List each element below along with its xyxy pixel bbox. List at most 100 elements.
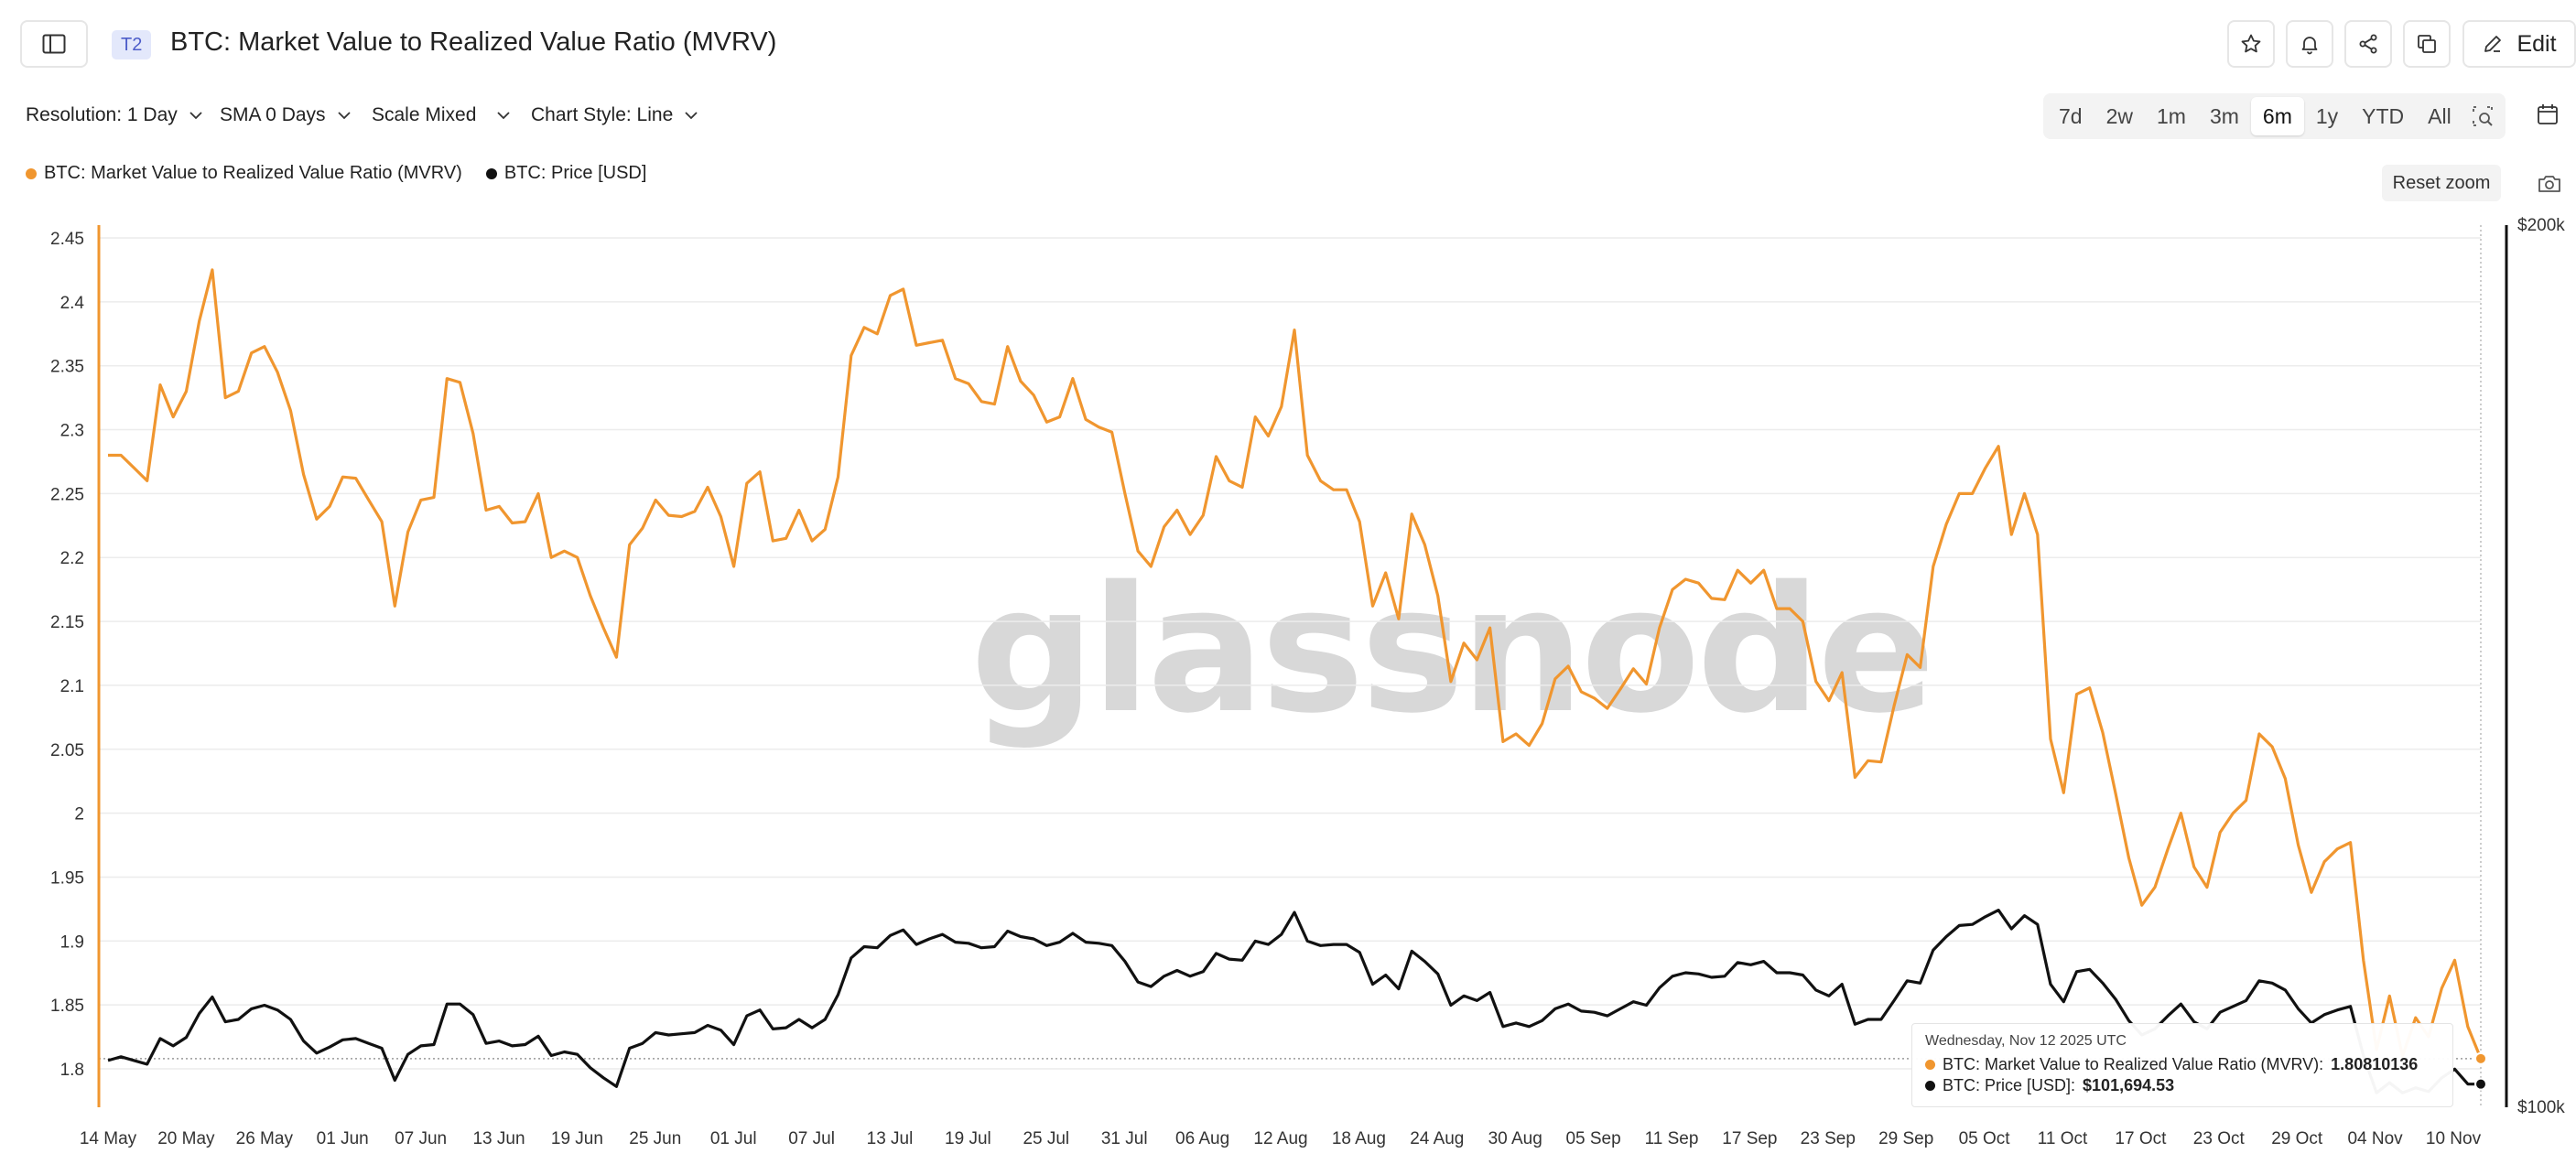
duplicate-button[interactable] — [2403, 20, 2451, 68]
bell-icon — [2301, 37, 2318, 55]
tooltip-row-price: BTC: Price [USD]: $101,694.53 — [1925, 1075, 2440, 1096]
tooltip-value-mvrv: 1.80810136 — [2331, 1055, 2419, 1073]
legend-dot-mvrv — [26, 167, 37, 179]
x-tick-label: 01 Jul — [710, 1129, 757, 1148]
share-button[interactable] — [2344, 20, 2392, 68]
x-tick-label: 04 Nov — [2347, 1129, 2403, 1148]
time-range-selector: 7d 2w 1m 3m 6m 1y YTD All — [2043, 93, 2506, 139]
range-1m[interactable]: 1m — [2157, 104, 2186, 128]
x-tick-label: 17 Sep — [1722, 1129, 1777, 1148]
sidebar-icon — [42, 34, 66, 54]
share-icon — [2359, 34, 2377, 54]
sma-label: SMA 0 Days — [220, 104, 326, 125]
page-title: BTC: Market Value to Realized Value Rati… — [170, 27, 777, 57]
x-tick-label: 11 Sep — [1645, 1129, 1699, 1148]
legend-item-mvrv[interactable]: BTC: Market Value to Realized Value Rati… — [26, 163, 462, 184]
chart-legend: BTC: Market Value to Realized Value Rati… — [26, 163, 646, 184]
tooltip-date: Wednesday, Nov 12 2025 UTC — [1925, 1033, 2127, 1049]
sma-dropdown[interactable]: SMA 0 Days — [220, 104, 353, 126]
mvrv-series-line — [108, 268, 2483, 1060]
legend-label-price: BTC: Price [USD] — [503, 163, 647, 183]
sidebar-toggle-button[interactable] — [20, 20, 88, 68]
range-2w[interactable]: 2w — [2105, 104, 2133, 128]
tooltip-row-mvrv: BTC: Market Value to Realized Value Rati… — [1925, 1054, 2440, 1075]
price-series-line — [107, 909, 2482, 1094]
zoom-select-icon — [2472, 106, 2493, 126]
chart-style-label: Chart Style: Line — [531, 104, 674, 125]
tier-tag: T2 — [112, 30, 152, 59]
y-tick-label: 2.1 — [60, 677, 84, 696]
x-tick-label: 05 Sep — [1565, 1129, 1620, 1148]
y-tick-label: 2 — [74, 805, 84, 824]
calendar-icon — [2538, 104, 2558, 124]
copy-icon — [2418, 35, 2436, 53]
legend-dot-price — [485, 167, 497, 179]
y-tick-label: 2.25 — [50, 485, 84, 504]
x-tick-label: 19 Jun — [551, 1129, 603, 1148]
pencil-icon — [2484, 36, 2502, 52]
chevron-down-icon — [189, 112, 202, 120]
tooltip-label-price: BTC: Price [USD]: — [1943, 1076, 2076, 1094]
x-tick-label: 26 May — [236, 1129, 294, 1148]
legend-label-mvrv: BTC: Market Value to Realized Value Rati… — [44, 163, 462, 183]
y2-tick-label: $200k — [2517, 216, 2565, 235]
edit-label: Edit — [2516, 30, 2557, 57]
y-tick-label: 1.85 — [50, 997, 84, 1016]
x-tick-label: 24 Aug — [1410, 1129, 1464, 1148]
x-tick-label: 14 May — [80, 1129, 137, 1148]
alert-button[interactable] — [2286, 20, 2333, 68]
chart-tooltip: Wednesday, Nov 12 2025 UTC BTC: Market V… — [1911, 1023, 2453, 1107]
star-icon — [2241, 34, 2261, 53]
edit-button[interactable]: Edit — [2462, 20, 2576, 68]
x-tick-label: 20 May — [157, 1129, 215, 1148]
x-tick-label: 10 Nov — [2426, 1129, 2482, 1148]
x-tick-label: 23 Sep — [1801, 1129, 1856, 1148]
y-tick-label: 1.9 — [60, 932, 84, 952]
scale-dropdown[interactable]: Scale Mixed — [372, 104, 513, 126]
chevron-down-icon — [497, 112, 511, 120]
range-1y[interactable]: 1y — [2315, 104, 2339, 128]
x-tick-label: 07 Jun — [395, 1129, 447, 1148]
tooltip-label-mvrv: BTC: Market Value to Realized Value Rati… — [1943, 1055, 2324, 1073]
reset-zoom-button[interactable]: Reset zoom — [2382, 165, 2501, 201]
legend-item-price[interactable]: BTC: Price [USD] — [485, 163, 647, 184]
x-tick-label: 11 Oct — [2038, 1129, 2088, 1148]
x-tick-label: 18 Aug — [1332, 1129, 1386, 1148]
y-tick-label: 2.45 — [50, 230, 84, 249]
chevron-down-icon — [685, 112, 698, 120]
chart-style-dropdown[interactable]: Chart Style: Line — [531, 104, 700, 126]
range-3m[interactable]: 3m — [2209, 104, 2239, 128]
y2-tick-label: $100k — [2517, 1098, 2565, 1117]
x-tick-label: 19 Jul — [945, 1129, 991, 1148]
y-tick-label: 2.05 — [50, 741, 84, 760]
resolution-dropdown[interactable]: Resolution: 1 Day — [26, 104, 205, 126]
x-tick-label: 25 Jun — [629, 1129, 681, 1148]
x-tick-label: 23 Oct — [2193, 1129, 2246, 1148]
range-all[interactable]: All — [2428, 104, 2452, 128]
date-picker-button[interactable] — [2528, 95, 2567, 134]
y-tick-label: 2.2 — [60, 549, 84, 568]
chevron-down-icon — [337, 112, 351, 120]
camera-icon[interactable] — [2536, 170, 2563, 198]
x-tick-label: 13 Jun — [472, 1129, 525, 1148]
favorite-button[interactable] — [2227, 20, 2275, 68]
x-tick-label: 12 Aug — [1253, 1129, 1307, 1148]
x-tick-label: 17 Oct — [2115, 1129, 2167, 1148]
y-tick-label: 2.3 — [60, 422, 84, 441]
zoom-select-button[interactable] — [2463, 97, 2502, 135]
x-tick-label: 29 Sep — [1878, 1129, 1933, 1148]
y-tick-label: 1.95 — [50, 868, 84, 888]
y-tick-label: 2.15 — [50, 613, 84, 632]
top-bar: T2 BTC: Market Value to Realized Value R… — [0, 0, 2576, 88]
mvrv-hover-point — [2474, 1051, 2487, 1065]
range-6m[interactable]: 6m — [2250, 97, 2304, 135]
y-tick-label: 2.4 — [60, 294, 85, 313]
tooltip-dot-mvrv — [1925, 1060, 1935, 1070]
x-tick-label: 29 Oct — [2271, 1129, 2323, 1148]
range-ytd[interactable]: YTD — [2362, 104, 2405, 128]
x-tick-label: 30 Aug — [1488, 1129, 1542, 1148]
x-tick-label: 13 Jul — [867, 1129, 914, 1148]
range-7d[interactable]: 7d — [2059, 104, 2083, 128]
y-tick-label: 1.8 — [60, 1061, 84, 1080]
